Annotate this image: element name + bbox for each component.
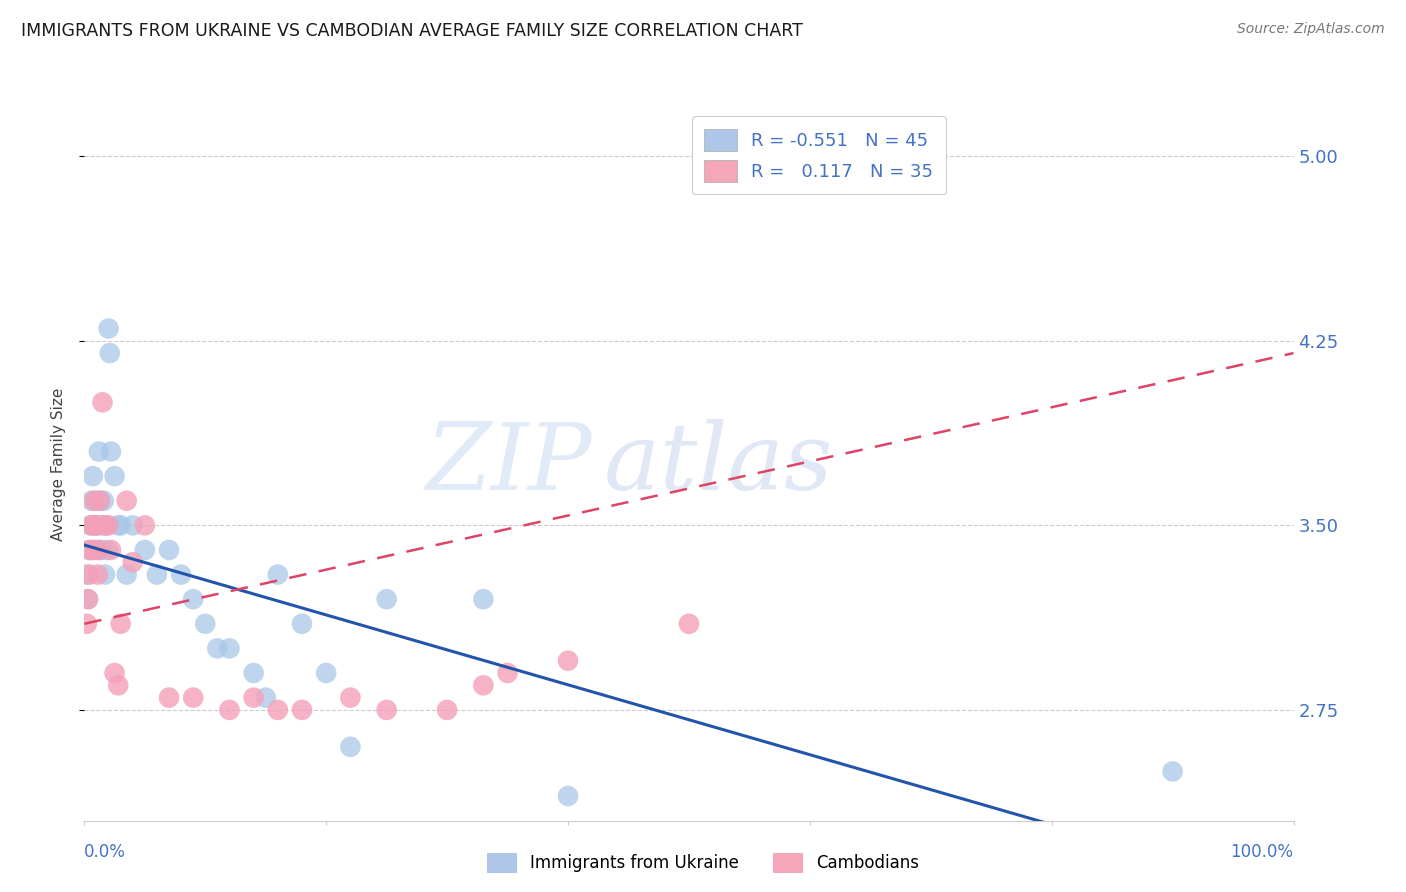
Point: [83, 493, 105, 508]
Point: [84, 543, 107, 558]
Point: [134, 518, 156, 533]
Point: [76, 616, 98, 631]
Text: ZIP: ZIP: [426, 419, 592, 508]
Point: [1161, 764, 1184, 779]
Point: [254, 690, 277, 705]
Point: [121, 518, 143, 533]
Point: [115, 493, 138, 508]
Point: [496, 665, 519, 680]
Point: [146, 567, 169, 582]
Point: [89, 493, 111, 508]
Point: [100, 543, 122, 558]
Text: Source: ZipAtlas.com: Source: ZipAtlas.com: [1237, 22, 1385, 37]
Point: [91, 518, 114, 533]
Point: [134, 543, 156, 558]
Point: [170, 567, 193, 582]
Point: [86, 493, 108, 508]
Point: [218, 703, 240, 717]
Point: [339, 739, 361, 754]
Text: 100.0%: 100.0%: [1230, 843, 1294, 861]
Text: atlas: atlas: [605, 419, 834, 508]
Point: [82, 543, 104, 558]
Legend: R = -0.551   N = 45, R =   0.117   N = 35: R = -0.551 N = 45, R = 0.117 N = 35: [692, 116, 946, 194]
Point: [157, 690, 180, 705]
Point: [89, 493, 111, 508]
Point: [77, 543, 100, 558]
Point: [97, 518, 120, 533]
Point: [77, 592, 100, 607]
Point: [181, 690, 204, 705]
Point: [315, 665, 337, 680]
Point: [91, 395, 114, 409]
Point: [80, 518, 103, 533]
Point: [107, 678, 129, 692]
Point: [82, 469, 104, 483]
Point: [339, 690, 361, 705]
Point: [157, 543, 180, 558]
Point: [94, 518, 117, 533]
Point: [83, 518, 105, 533]
Point: [557, 789, 579, 803]
Y-axis label: Average Family Size: Average Family Size: [51, 387, 66, 541]
Point: [104, 469, 127, 483]
Point: [86, 518, 108, 533]
Point: [242, 690, 264, 705]
Text: IMMIGRANTS FROM UKRAINE VS CAMBODIAN AVERAGE FAMILY SIZE CORRELATION CHART: IMMIGRANTS FROM UKRAINE VS CAMBODIAN AVE…: [21, 22, 803, 40]
Point: [110, 616, 132, 631]
Point: [96, 543, 118, 558]
Point: [86, 518, 108, 533]
Point: [472, 678, 495, 692]
Point: [79, 543, 101, 558]
Point: [472, 592, 495, 607]
Point: [557, 654, 579, 668]
Point: [87, 444, 110, 458]
Point: [98, 346, 121, 360]
Point: [121, 555, 143, 569]
Point: [104, 665, 127, 680]
Point: [97, 321, 120, 335]
Point: [76, 567, 98, 582]
Point: [94, 567, 117, 582]
Point: [100, 444, 122, 458]
Point: [80, 493, 103, 508]
Point: [77, 567, 100, 582]
Point: [90, 543, 112, 558]
Point: [375, 592, 398, 607]
Point: [436, 703, 458, 717]
Text: 0.0%: 0.0%: [84, 843, 127, 861]
Point: [84, 518, 107, 533]
Point: [107, 518, 129, 533]
Point: [267, 703, 290, 717]
Point: [375, 703, 398, 717]
Point: [291, 703, 314, 717]
Legend: Immigrants from Ukraine, Cambodians: Immigrants from Ukraine, Cambodians: [481, 847, 925, 880]
Point: [291, 616, 314, 631]
Point: [242, 665, 264, 680]
Point: [678, 616, 700, 631]
Point: [79, 518, 101, 533]
Point: [86, 567, 108, 582]
Point: [87, 543, 110, 558]
Point: [267, 567, 290, 582]
Point: [94, 518, 117, 533]
Point: [194, 616, 217, 631]
Point: [110, 518, 132, 533]
Point: [678, 850, 700, 864]
Point: [218, 641, 240, 656]
Point: [207, 641, 229, 656]
Point: [93, 493, 115, 508]
Point: [77, 592, 100, 607]
Point: [181, 592, 204, 607]
Point: [115, 567, 138, 582]
